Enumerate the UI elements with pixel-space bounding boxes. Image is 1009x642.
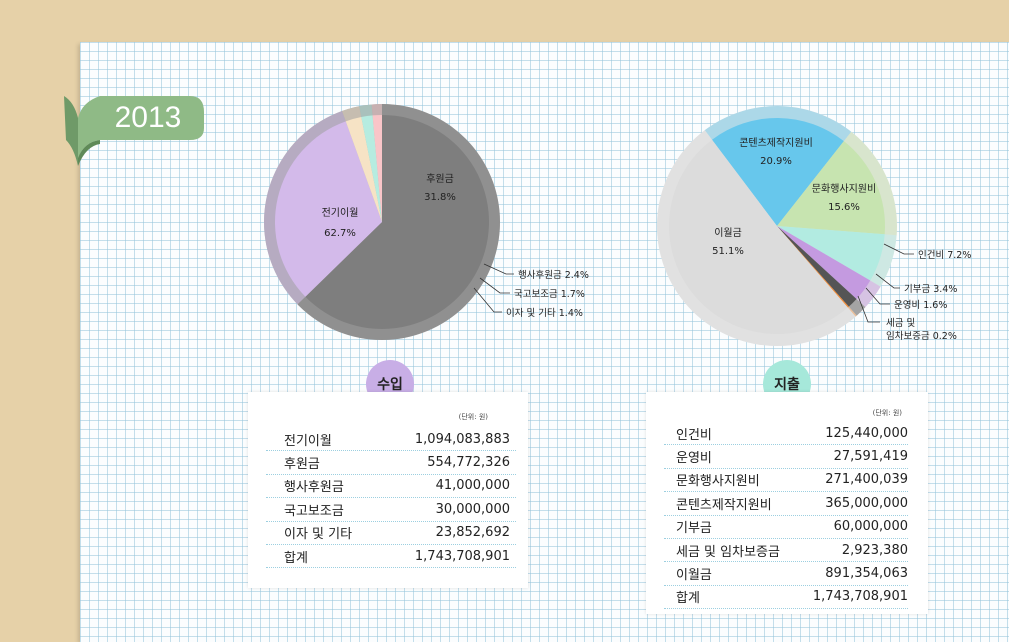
table-row: 후원금 554,772,326 (266, 451, 516, 475)
table-row: 콘텐츠제작지원비 365,000,000 (664, 492, 908, 516)
row-value: 60,000,000 (833, 519, 908, 535)
income-slice-2 (345, 117, 382, 222)
expense-callout-label: 세금 및 (886, 317, 915, 329)
row-label: 문화행사지원비 (676, 474, 760, 490)
table-row: 문화행사지원비 271,400,039 (664, 469, 908, 493)
expense-pct-content: 20.9% (760, 156, 792, 167)
expense-label-culture: 문화행사지원비 (812, 183, 876, 195)
row-value: 554,772,326 (427, 455, 510, 471)
expense-callout-line (865, 287, 890, 305)
expense-pct-carryforward: 51.1% (712, 246, 744, 257)
income-callout-label: 국고보조금 1.7% (514, 289, 585, 300)
income-callout-label: 이자 및 기타 1.4% (506, 307, 583, 319)
row-label: 합계 (284, 550, 308, 566)
expense-slice-1 (777, 141, 885, 235)
year-ribbon (64, 96, 204, 166)
table-row: 합계 1,743,708,901 (266, 545, 516, 569)
table-row: 인건비 125,440,000 (664, 422, 908, 446)
row-value: 271,400,039 (825, 472, 908, 488)
income-slice-3 (361, 115, 382, 222)
row-label: 행사후원금 (284, 480, 344, 496)
expense-label-carryforward: 이월금 (714, 227, 742, 239)
expense-unit-label: (단위: 원) (872, 409, 902, 417)
row-value: 1,743,708,901 (414, 548, 510, 564)
expense-slice-0 (712, 118, 844, 226)
table-row: 세금 및 임차보증금 2,923,380 (664, 539, 908, 563)
row-value: 23,852,692 (435, 525, 510, 541)
row-label: 합계 (676, 591, 700, 607)
row-label: 국고보조금 (284, 503, 344, 519)
table-row: 운영비 27,591,419 (664, 445, 908, 469)
row-value: 1,743,708,901 (812, 589, 908, 605)
row-label: 후원금 (284, 457, 320, 473)
income-table: 전기이월 1,094,083,883 후원금 554,772,326 행사후원금 41,0… (266, 428, 516, 569)
year-label: 2013 (114, 101, 182, 134)
expense-callout-label: 임차보증금 0.2% (886, 330, 957, 342)
expense-slice-2 (777, 226, 885, 281)
row-label: 기부금 (676, 521, 712, 537)
expense-slice-3 (777, 226, 871, 300)
row-label: 세금 및 임차보증금 (676, 544, 780, 560)
row-label: 운영비 (676, 451, 712, 467)
expense-table: 인건비 125,440,000 운영비 27,591,419 문화행사지원비 271,40… (664, 422, 908, 610)
expense-callout-line (883, 243, 914, 255)
income-table-card: (단위: 원) 전기이월 1,094,083,883 후원금 554,772,326 행… (248, 392, 528, 588)
table-row: 합계 1,743,708,901 (664, 586, 908, 610)
income-callout-line (479, 277, 510, 294)
row-label: 이월금 (676, 568, 712, 584)
expense-callout-label: 인건비 7.2% (918, 250, 971, 261)
table-row: 전기이월 1,094,083,883 (266, 428, 516, 452)
row-value: 30,000,000 (435, 501, 510, 517)
row-value: 1,094,083,883 (414, 431, 510, 447)
table-row: 이월금 891,354,063 (664, 562, 908, 586)
row-label: 이자 및 기타 (284, 527, 353, 543)
income-slice-0 (305, 115, 489, 329)
expense-callout-line (875, 273, 900, 289)
income-slice-4 (372, 115, 382, 222)
row-value: 891,354,063 (825, 566, 908, 582)
row-label: 인건비 (676, 427, 712, 443)
table-row: 국고보조금 30,000,000 (266, 498, 516, 522)
income-callout-label: 행사후원금 2.4% (518, 269, 589, 281)
row-value: 125,440,000 (825, 425, 908, 441)
row-label: 콘텐츠제작지원비 (676, 497, 772, 513)
table-row: 행사후원금 41,000,000 (266, 475, 516, 499)
row-value: 27,591,419 (833, 449, 908, 465)
income-slice-1 (275, 121, 382, 297)
expense-slice-6 (668, 139, 848, 335)
expense-slice-4 (777, 226, 857, 307)
table-row: 이자 및 기타 23,852,692 (266, 522, 516, 545)
income-callout-line (483, 263, 514, 275)
table-row: 기부금 60,000,000 (664, 516, 908, 539)
income-callout-line (473, 287, 502, 313)
expense-callout-label: 운영비 1.6% (894, 300, 947, 311)
expense-label-content: 콘텐츠제작지원비 (739, 137, 813, 149)
expense-callout-line (857, 295, 880, 323)
row-value: 2,923,380 (841, 542, 908, 558)
row-value: 365,000,000 (825, 495, 908, 511)
expense-slice-5 (777, 226, 849, 308)
expense-table-card: (단위: 원) 인건비 125,440,000 운영비 27,591,419 문화행사지… (646, 392, 928, 614)
row-label: 전기이월 (284, 433, 332, 449)
income-label-carryover: 전기이월 (322, 207, 359, 219)
row-value: 41,000,000 (435, 478, 510, 494)
expense-callout-label: 기부금 3.4% (904, 284, 957, 295)
income-pct-donation: 31.8% (424, 192, 456, 203)
expense-pct-culture: 15.6% (828, 202, 860, 213)
income-unit-label: (단위: 원) (458, 413, 488, 421)
income-label-donation: 후원금 (426, 173, 454, 185)
income-pct-carryover: 62.7% (324, 228, 356, 239)
